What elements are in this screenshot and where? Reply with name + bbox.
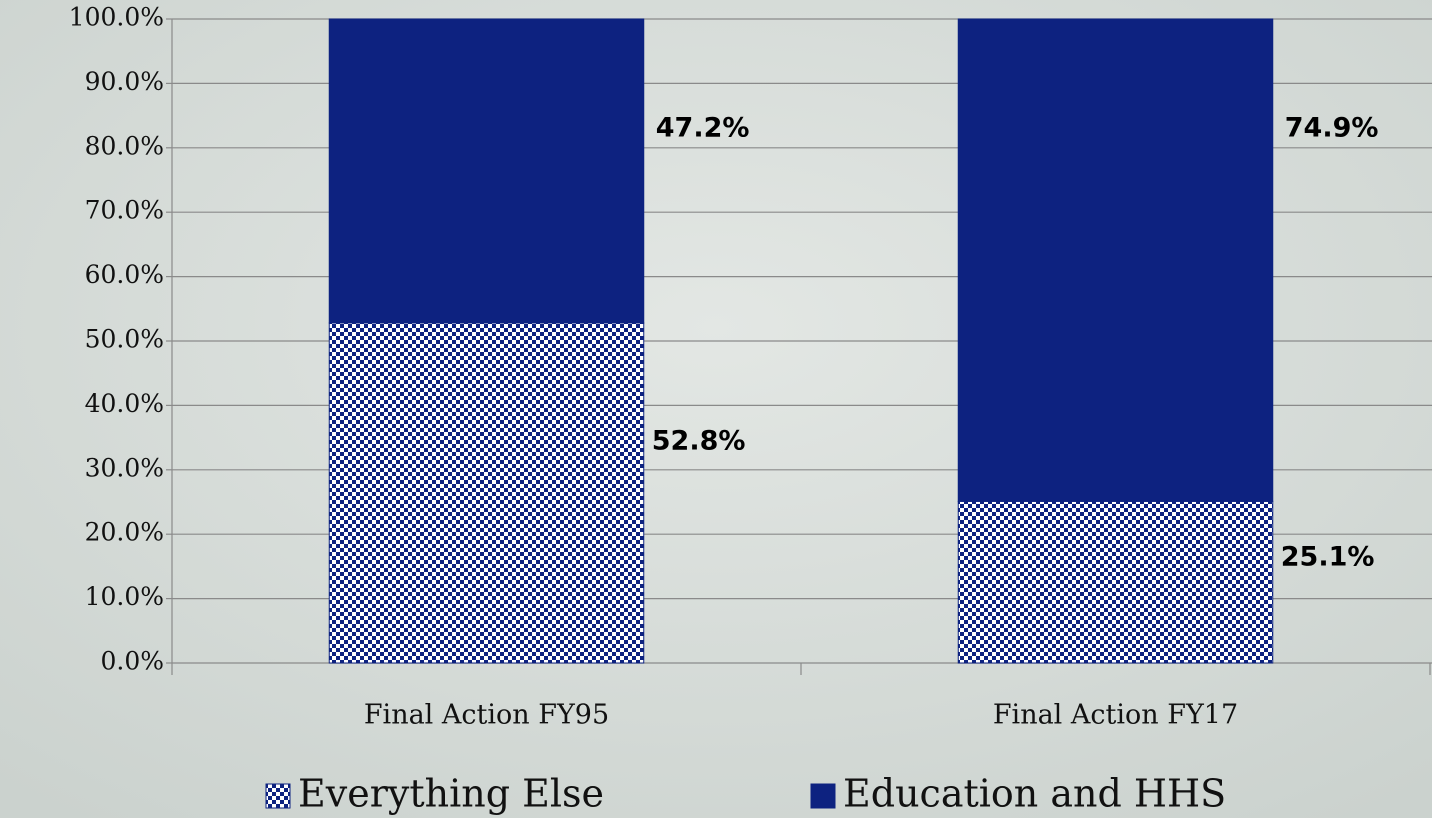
legend-swatch: [810, 783, 836, 809]
bar-segment: [957, 500, 1274, 664]
y-tick-label: 0.0%: [100, 647, 164, 676]
y-tick-label: 50.0%: [85, 325, 164, 354]
y-tick-label: 20.0%: [85, 518, 164, 547]
y-tick-label: 30.0%: [85, 453, 164, 482]
bar-segment: [328, 322, 645, 664]
data-label: 52.8%: [652, 425, 746, 456]
data-label: 25.1%: [1281, 541, 1375, 572]
x-tick-label: Final Action FY95: [364, 700, 609, 731]
bar-segment: [957, 18, 1274, 502]
y-tick-label: 90.0%: [85, 67, 164, 96]
y-tick-label: 60.0%: [85, 260, 164, 289]
bar-segment: [328, 18, 645, 324]
legend-label: Education and HHS: [843, 772, 1226, 816]
y-tick-label: 70.0%: [85, 196, 164, 225]
legend-label: Everything Else: [298, 772, 604, 816]
data-label: 47.2%: [656, 113, 750, 144]
x-tick-label: Final Action FY17: [993, 700, 1238, 731]
legend-swatch: [265, 783, 291, 809]
data-label: 74.9%: [1285, 113, 1379, 144]
y-tick-label: 100.0%: [69, 3, 164, 32]
y-tick-label: 40.0%: [85, 389, 164, 418]
y-tick-label: 10.0%: [85, 582, 164, 611]
y-tick-label: 80.0%: [85, 131, 164, 160]
